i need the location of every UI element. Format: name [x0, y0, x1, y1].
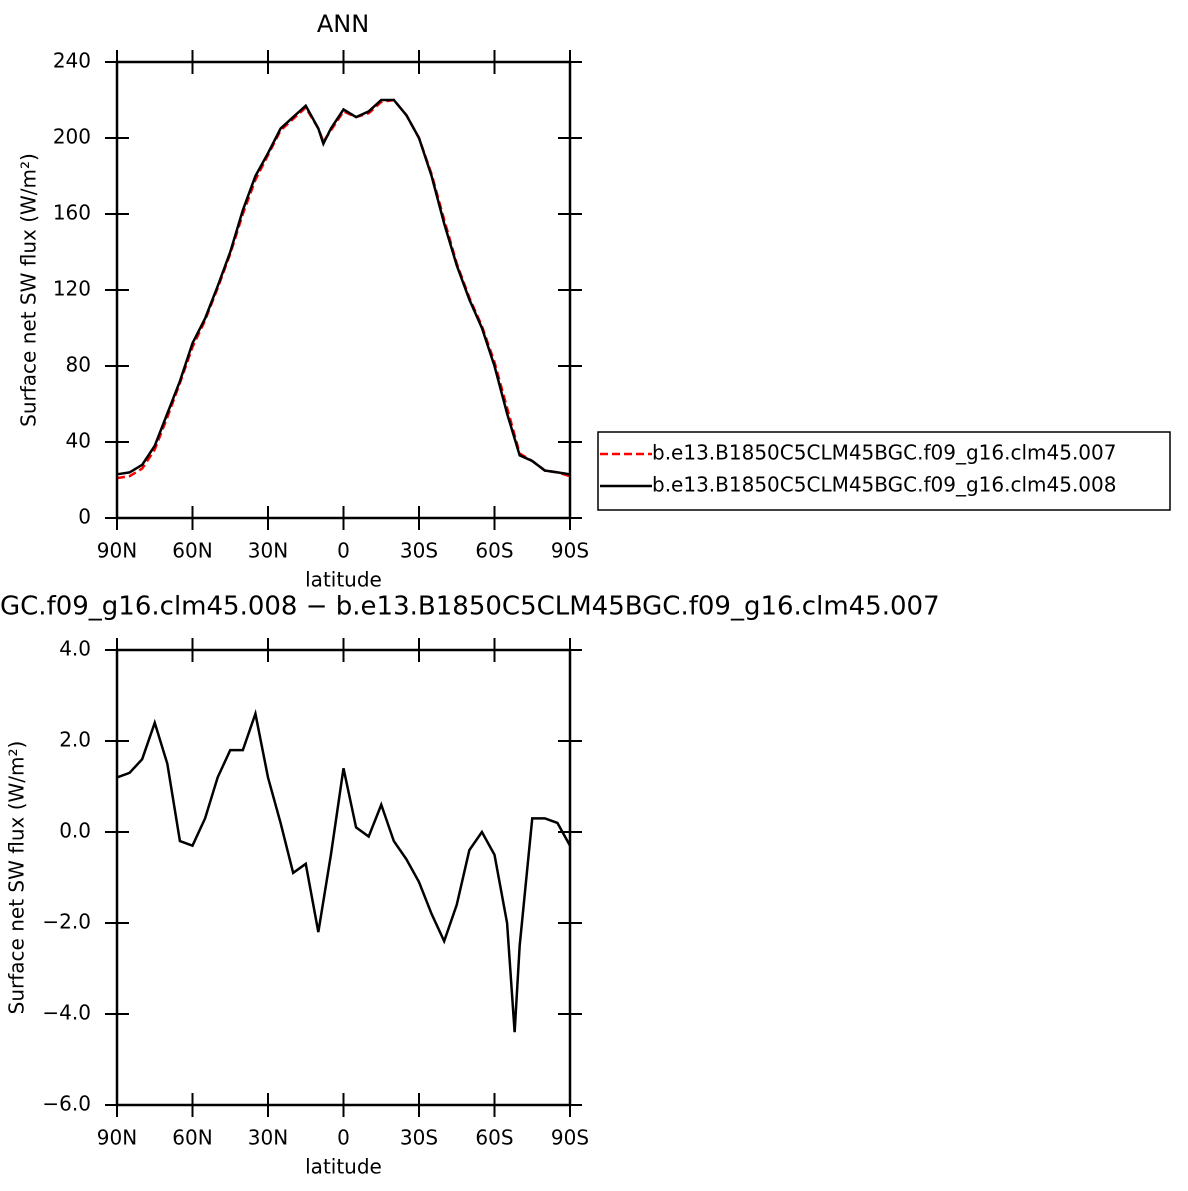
series-line — [116, 98, 571, 476]
y-tick-label: 40 — [66, 429, 91, 453]
y-tick-label: 160 — [53, 201, 91, 225]
x-axis-label: latitude — [305, 568, 382, 592]
plot-frame — [115, 648, 572, 1107]
y-axis-label: Surface net SW flux (W/m²) — [17, 153, 41, 427]
y-tick-label: −6.0 — [42, 1092, 91, 1116]
chart-title: GC.f09_g16.clm45.008 − b.e13.B1850C5CLM4… — [0, 592, 940, 622]
x-tick-label: 30N — [248, 1126, 288, 1150]
x-tick-label: 60S — [475, 539, 513, 563]
y-tick-label: 80 — [66, 353, 91, 377]
x-tick-label: 30S — [400, 1126, 438, 1150]
x-tick-label: 30N — [248, 539, 288, 563]
y-tick-label: 2.0 — [59, 728, 91, 752]
legend-label: b.e13.B1850C5CLM45BGC.f09_g16.clm45.007 — [652, 441, 1116, 465]
x-tick-label: 60N — [172, 539, 212, 563]
y-tick-label: 4.0 — [59, 637, 91, 661]
y-tick-label: 240 — [53, 49, 91, 73]
y-tick-label: 200 — [53, 125, 91, 149]
y-tick-label: −4.0 — [42, 1001, 91, 1025]
x-tick-label: 90N — [97, 1126, 137, 1150]
x-tick-label: 90N — [97, 539, 137, 563]
legend-box — [597, 431, 1171, 511]
chart-title: ANN — [317, 10, 369, 38]
y-tick-label: −2.0 — [42, 910, 91, 934]
y-tick-label: 0.0 — [59, 819, 91, 843]
y-axis-label: Surface net SW flux (W/m²) — [5, 741, 29, 1015]
x-tick-label: 0 — [337, 1126, 350, 1150]
x-tick-label: 60S — [475, 1126, 513, 1150]
x-tick-label: 0 — [337, 539, 350, 563]
series-line — [116, 708, 572, 1033]
plot-frame — [115, 60, 572, 520]
x-axis-label: latitude — [305, 1155, 382, 1179]
series-line — [116, 98, 571, 480]
x-tick-label: 60N — [172, 1126, 212, 1150]
x-tick-label: 30S — [400, 539, 438, 563]
y-tick-label: 120 — [53, 277, 91, 301]
x-tick-label: 90S — [551, 1126, 589, 1150]
y-tick-label: 0 — [78, 505, 91, 529]
x-tick-label: 90S — [551, 539, 589, 563]
legend-label: b.e13.B1850C5CLM45BGC.f09_g16.clm45.008 — [652, 473, 1116, 497]
